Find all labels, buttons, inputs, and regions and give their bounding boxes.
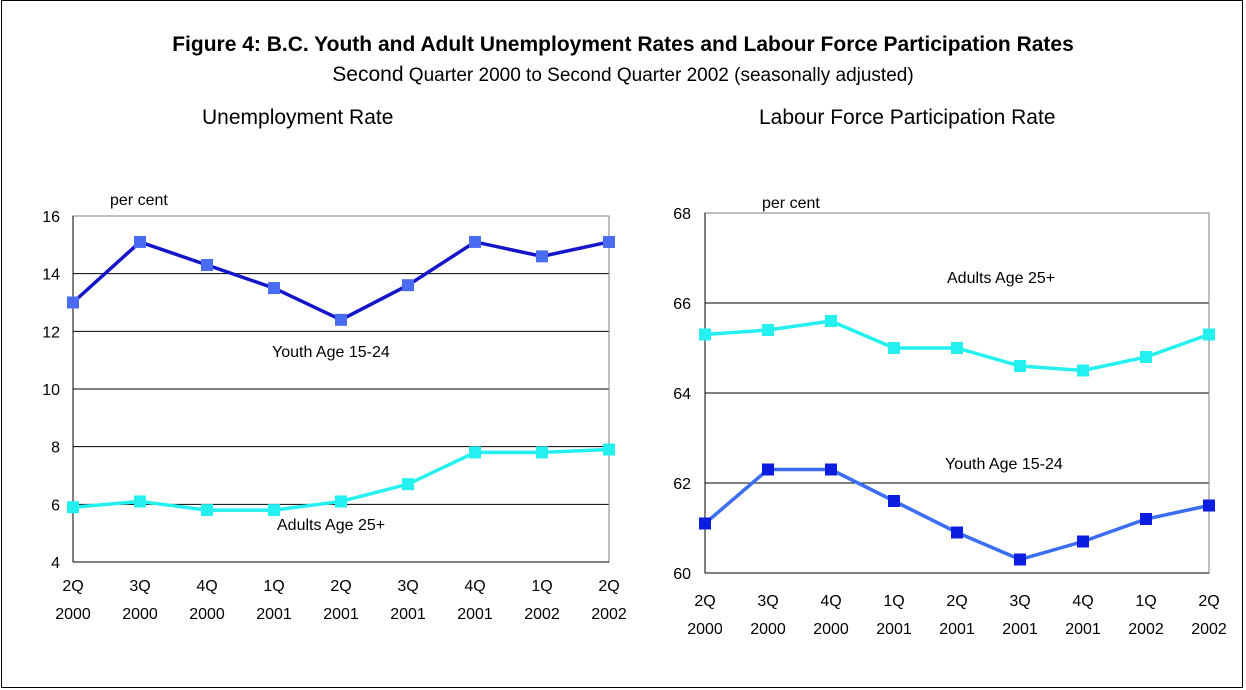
lfp-x-tick-label: 1Q [883,593,904,610]
unemp-series-label: Youth Age 15-24 [272,344,390,361]
unemp-y-tick-label: 4 [51,555,60,572]
unemp-series-marker [335,495,347,508]
unemp-x-tick-label: 2Q [598,578,619,595]
lfp-x-tick-label: 2002 [1128,621,1164,638]
lfp-series-marker [825,463,837,476]
unemp-y-tick-label: 12 [42,324,60,341]
unemp-x-tick-label: 2001 [323,606,359,623]
figure-title: Figure 4: B.C. Youth and Adult Unemploym… [172,33,1074,56]
lfp-x-tick-label: 2000 [750,621,786,638]
lfp-series-marker [951,342,963,354]
lfp-x-tick-label: 3Q [757,593,778,610]
lfp-series-marker [951,526,963,539]
unemp-x-tick-label: 2002 [524,606,560,623]
unemp-series-marker [335,313,347,326]
unemp-y-axis-label: per cent [110,192,168,209]
unemp-series-marker [536,446,548,459]
lfp-x-tick-label: 2Q [1198,593,1219,610]
subtitle-rest: Quarter 2000 to Second Quarter 2002 (sea… [403,65,914,86]
unemp-x-tick-label: 2000 [122,606,158,623]
lfp-series-marker [1077,364,1089,377]
lfp-y-tick-label: 60 [673,566,691,583]
unemp-series-marker [469,446,481,459]
unemp-x-tick-label: 1Q [263,578,284,595]
lfp-x-tick-label: 2001 [1065,621,1101,638]
unemp-series-marker [469,235,481,248]
unemp-x-tick-label: 2001 [256,606,292,623]
unemp-series-marker [67,501,79,514]
lfp-x-tick-label: 1Q [1135,593,1156,610]
unemp-series-marker [67,296,79,309]
lfp-y-tick-label: 62 [673,476,691,493]
unemp-y-tick-label: 10 [42,382,60,399]
lfp-y-tick-label: 68 [673,206,691,223]
lfp-x-tick-label: 2001 [939,621,975,638]
unemp-series-marker [134,495,146,508]
lfp-x-tick-label: 2000 [813,621,849,638]
unemp-series-label: Adults Age 25+ [277,517,385,534]
lfp-series-marker [762,324,774,336]
lfp-series-marker [888,495,900,507]
lfp-series-marker [1077,535,1089,548]
lfp-series-marker [1203,328,1215,341]
lfp-x-tick-label: 2Q [946,593,967,610]
figure-subtitle: Second Quarter 2000 to Second Quarter 20… [0,63,1246,87]
lfp-series-marker [825,315,837,327]
unemp-x-tick-label: 2Q [330,578,351,595]
unemp-series-marker [134,235,146,248]
lfp-series-marker [1140,513,1152,525]
unemp-y-tick-label: 16 [42,209,60,226]
lfp-x-tick-label: 2001 [1002,621,1038,638]
unemp-x-tick-label: 4Q [196,578,217,595]
lfp-series-marker [1014,360,1026,372]
unemp-x-tick-label: 1Q [531,578,552,595]
lfp-y-axis-label: per cent [762,195,820,212]
lfp-x-tick-label: 2001 [876,621,912,638]
lfp-x-tick-label: 3Q [1009,593,1030,610]
lfp-x-tick-label: 4Q [1072,593,1093,610]
lfp-y-tick-label: 64 [673,386,691,403]
lfp-series-marker [762,463,774,476]
subtitle-first-word: Second [332,63,404,86]
lfp-series-label: Youth Age 15-24 [945,456,1063,473]
lfp-y-tick-label: 66 [673,296,691,313]
unemp-x-tick-label: 2000 [55,606,91,623]
unemp-series-line [71,239,610,322]
lfp-x-tick-label: 2Q [694,593,715,610]
lfp-series-marker [1014,553,1026,566]
unemp-x-tick-label: 2001 [390,606,426,623]
lfp-x-tick-label: 4Q [820,593,841,610]
unemp-series-marker [402,478,414,491]
unemp-x-tick-label: 2001 [457,606,493,623]
unemp-x-tick-label: 2000 [189,606,225,623]
unemp-series-marker [536,250,548,263]
unemp-series-marker [268,282,280,295]
lfp-x-tick-label: 2002 [1191,621,1227,638]
lfp-x-tick-label: 2000 [687,621,723,638]
unemp-y-tick-label: 14 [42,267,60,284]
unemp-series-marker [201,504,213,517]
unemp-series-marker [268,504,280,517]
unemp-y-tick-label: 8 [51,440,60,457]
unemp-x-tick-label: 3Q [129,578,150,595]
unemp-y-tick-label: 6 [51,497,60,514]
lfp-series-marker [1203,499,1215,512]
lfp-series-marker [699,328,711,341]
unemp-x-tick-label: 4Q [464,578,485,595]
lfp-series-marker [699,517,711,530]
participation-chart-title: Labour Force Participation Rate [759,106,1056,129]
unemp-x-tick-label: 2Q [62,578,83,595]
lfp-series-marker [888,342,900,354]
unemployment-chart-title: Unemployment Rate [202,106,394,129]
unemp-series-marker [603,443,615,456]
unemp-series-marker [201,259,213,272]
lfp-series-marker [1140,351,1152,363]
unemp-x-tick-label: 2002 [591,606,627,623]
unemp-x-tick-label: 3Q [397,578,418,595]
unemp-series-marker [603,235,615,248]
unemp-series-marker [402,279,414,292]
lfp-series-label: Adults Age 25+ [947,270,1055,287]
